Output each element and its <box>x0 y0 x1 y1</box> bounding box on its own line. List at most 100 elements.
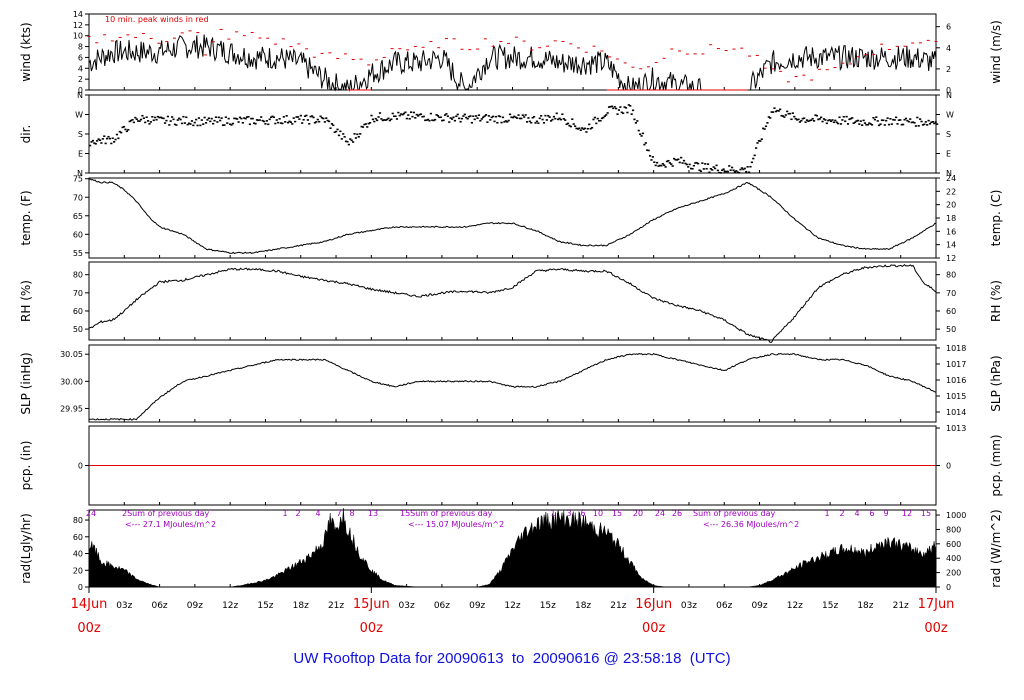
dir-point <box>426 118 430 121</box>
xaxis-day-hour-label: 00z <box>642 621 666 636</box>
dir-point <box>429 112 432 115</box>
dir-point <box>455 115 458 118</box>
rad-ytick-right-label: 0 <box>946 583 951 592</box>
dir-point <box>735 170 738 172</box>
dir-point <box>138 120 141 122</box>
dir-point <box>90 141 93 143</box>
dir-ytick-label: E <box>78 150 83 159</box>
dir-point <box>245 116 249 118</box>
dir-point <box>513 115 516 118</box>
dir-point <box>436 115 440 117</box>
dir-point <box>805 119 809 121</box>
temp-ytick-label: 65 <box>73 212 83 221</box>
dir-point <box>431 119 434 121</box>
dir-point <box>790 118 793 121</box>
dir-ytick-right-label: N <box>946 91 952 100</box>
dir-point <box>296 116 300 118</box>
dir-ylabel: dir. <box>19 125 33 144</box>
dir-point <box>401 113 404 116</box>
dir-point <box>769 117 772 119</box>
dir-point <box>165 119 168 122</box>
dir-point <box>651 156 654 158</box>
dir-point <box>237 121 240 123</box>
dir-point <box>548 116 551 118</box>
dir-point <box>862 119 865 122</box>
dir-point <box>914 125 917 127</box>
pcp-ylabel-right: pcp. (mm) <box>989 434 1003 496</box>
dir-point <box>193 121 196 124</box>
rh-panel-frame <box>88 261 937 341</box>
dir-point <box>752 157 755 160</box>
dir-point <box>763 128 766 130</box>
dir-point <box>110 142 113 145</box>
dir-point <box>571 118 574 120</box>
dir-point <box>220 117 223 119</box>
dir-point <box>125 130 128 133</box>
dir-point <box>615 107 618 110</box>
dir-point <box>841 119 844 121</box>
dir-point <box>600 117 604 120</box>
dir-point <box>838 116 841 119</box>
temp-ytick-right-label: 24 <box>946 174 956 183</box>
dir-point <box>760 138 763 140</box>
dir-point <box>603 115 606 117</box>
dir-point <box>141 114 144 117</box>
dir-point <box>486 121 489 123</box>
dir-point <box>128 120 131 123</box>
xaxis-hour-label: 18z <box>575 601 591 611</box>
dir-point <box>462 115 465 117</box>
dir-point <box>523 116 526 118</box>
dir-point <box>105 137 109 140</box>
dir-point <box>356 133 359 136</box>
rh-ylabel-right: RH (%) <box>989 280 1003 322</box>
dir-point <box>870 123 874 126</box>
dir-point <box>484 114 488 116</box>
dir-point <box>746 166 749 168</box>
dir-point <box>320 116 324 119</box>
dir-point <box>405 117 408 120</box>
xaxis-hour-label: 18z <box>857 601 873 611</box>
dir-point <box>458 117 461 120</box>
xaxis-day-label: 16Jun <box>635 597 672 612</box>
dir-point <box>535 120 539 123</box>
dir-point <box>561 113 564 116</box>
dir-point <box>311 115 314 117</box>
dir-point <box>103 135 106 137</box>
dir-point <box>605 114 608 116</box>
dir-point <box>459 120 462 123</box>
dir-point <box>668 162 671 164</box>
dir-point <box>853 121 857 124</box>
dir-point <box>360 125 363 128</box>
dir-point <box>279 122 283 124</box>
dir-point <box>694 162 697 164</box>
dir-point <box>419 113 423 115</box>
rad-cloud-marker: 24 <box>86 509 96 518</box>
dir-point <box>299 114 302 117</box>
dir-ytick-label: W <box>75 111 83 120</box>
dir-point <box>919 118 922 120</box>
dir-point <box>899 119 902 121</box>
dir-point <box>586 127 589 130</box>
dir-point <box>646 149 649 151</box>
wind-ytick-label: 14 <box>73 10 83 19</box>
dir-point <box>674 158 677 161</box>
rad-ytick-right-label: 200 <box>946 569 961 578</box>
dir-point <box>322 117 325 120</box>
dir-point <box>359 133 362 135</box>
dir-point <box>592 118 595 121</box>
xaxis-hour-label: 06z <box>434 601 450 611</box>
dir-point <box>622 112 625 115</box>
xaxis-day-hour-label: 00z <box>924 621 948 636</box>
dir-point <box>319 115 322 118</box>
dir-point <box>599 119 602 122</box>
dir-point <box>472 115 475 117</box>
dir-point <box>207 117 210 120</box>
wind-ylabel-right: wind (m/s) <box>989 20 1003 84</box>
dir-point <box>730 166 734 169</box>
dir-point <box>598 119 601 122</box>
rh-ytick-right-label: 70 <box>946 289 956 298</box>
dir-point <box>291 123 294 125</box>
dir-point <box>411 115 414 118</box>
rad-ytick-right-label: 800 <box>946 525 961 534</box>
dir-point <box>904 117 908 120</box>
